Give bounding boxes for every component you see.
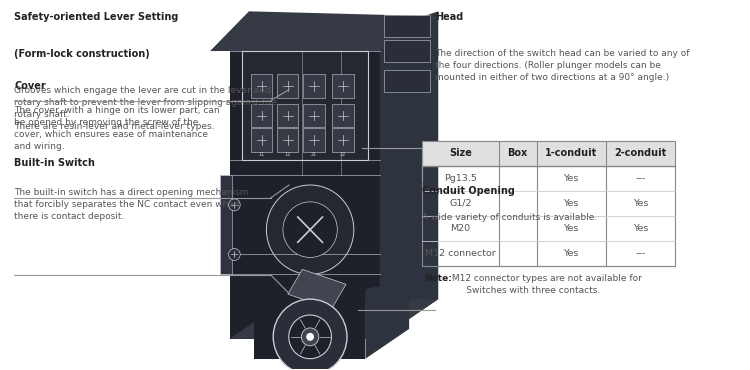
- Polygon shape: [288, 269, 346, 309]
- Text: Yes: Yes: [633, 224, 648, 233]
- Bar: [422, 141, 675, 166]
- Text: Head: Head: [435, 13, 463, 23]
- Circle shape: [283, 202, 338, 258]
- Text: M12 connector types are not available for
      Switches with three contacts.: M12 connector types are not available fo…: [449, 274, 642, 295]
- FancyBboxPatch shape: [277, 104, 298, 127]
- Text: The cover, with a hinge on its lower part, can
be opened by removing the screw o: The cover, with a hinge on its lower par…: [14, 106, 220, 151]
- Text: Pg13.5: Pg13.5: [444, 174, 477, 183]
- Text: M20: M20: [451, 224, 470, 233]
- FancyBboxPatch shape: [303, 74, 325, 98]
- Text: Built-in Switch: Built-in Switch: [14, 158, 95, 168]
- Text: Yes: Yes: [563, 224, 579, 233]
- Text: A wide variety of conduits is available.: A wide variety of conduits is available.: [422, 212, 598, 222]
- Text: Safety-oriented Lever Setting: Safety-oriented Lever Setting: [14, 13, 178, 23]
- FancyBboxPatch shape: [332, 104, 354, 127]
- Text: 1-conduit: 1-conduit: [545, 148, 597, 158]
- Text: Note:: Note:: [424, 274, 452, 283]
- Text: (Form-lock construction): (Form-lock construction): [14, 49, 150, 59]
- Text: ---: ---: [635, 174, 646, 183]
- Text: The built-in switch has a direct opening mechanism
that forcibly separates the N: The built-in switch has a direct opening…: [14, 188, 249, 221]
- Text: The direction of the switch head can be varied to any of
the four directions. (R: The direction of the switch head can be …: [435, 49, 689, 83]
- Circle shape: [229, 199, 240, 211]
- Text: 2-conduit: 2-conduit: [614, 148, 667, 158]
- Text: Box: Box: [508, 148, 528, 158]
- FancyBboxPatch shape: [384, 40, 430, 62]
- FancyBboxPatch shape: [277, 74, 298, 98]
- FancyBboxPatch shape: [242, 51, 368, 160]
- FancyBboxPatch shape: [251, 74, 272, 98]
- Polygon shape: [210, 11, 438, 51]
- Text: G1/2: G1/2: [449, 199, 472, 208]
- Bar: [422, 141, 675, 266]
- Text: ---: ---: [635, 249, 646, 258]
- Text: Cover: Cover: [14, 81, 46, 91]
- Circle shape: [266, 185, 354, 274]
- FancyBboxPatch shape: [303, 104, 325, 127]
- FancyBboxPatch shape: [332, 128, 354, 152]
- Circle shape: [302, 328, 319, 346]
- Polygon shape: [220, 175, 232, 274]
- Text: 21: 21: [310, 152, 317, 157]
- FancyBboxPatch shape: [332, 74, 354, 98]
- Text: Yes: Yes: [563, 249, 579, 258]
- FancyBboxPatch shape: [303, 128, 325, 152]
- Text: Yes: Yes: [563, 174, 579, 183]
- Text: Yes: Yes: [633, 199, 648, 208]
- Text: Grooves which engage the lever are cut in the lever and
rotary shaft to prevent : Grooves which engage the lever are cut i…: [14, 86, 278, 131]
- Polygon shape: [365, 279, 410, 359]
- Text: M12 connector: M12 connector: [425, 249, 496, 258]
- Circle shape: [306, 333, 314, 341]
- Circle shape: [289, 315, 332, 359]
- FancyBboxPatch shape: [277, 128, 298, 152]
- Polygon shape: [230, 299, 438, 339]
- Text: Conduit Opening: Conduit Opening: [422, 186, 515, 196]
- Text: Yes: Yes: [563, 199, 579, 208]
- Text: 22: 22: [340, 152, 346, 157]
- Circle shape: [229, 249, 240, 260]
- FancyBboxPatch shape: [251, 104, 272, 127]
- Polygon shape: [254, 289, 365, 359]
- Polygon shape: [230, 31, 380, 339]
- Polygon shape: [380, 11, 438, 339]
- Text: 11: 11: [259, 152, 265, 157]
- Circle shape: [273, 299, 347, 370]
- Text: Size: Size: [449, 148, 472, 158]
- FancyBboxPatch shape: [384, 15, 430, 37]
- FancyBboxPatch shape: [251, 128, 272, 152]
- Text: 12: 12: [285, 152, 291, 157]
- FancyBboxPatch shape: [384, 70, 430, 92]
